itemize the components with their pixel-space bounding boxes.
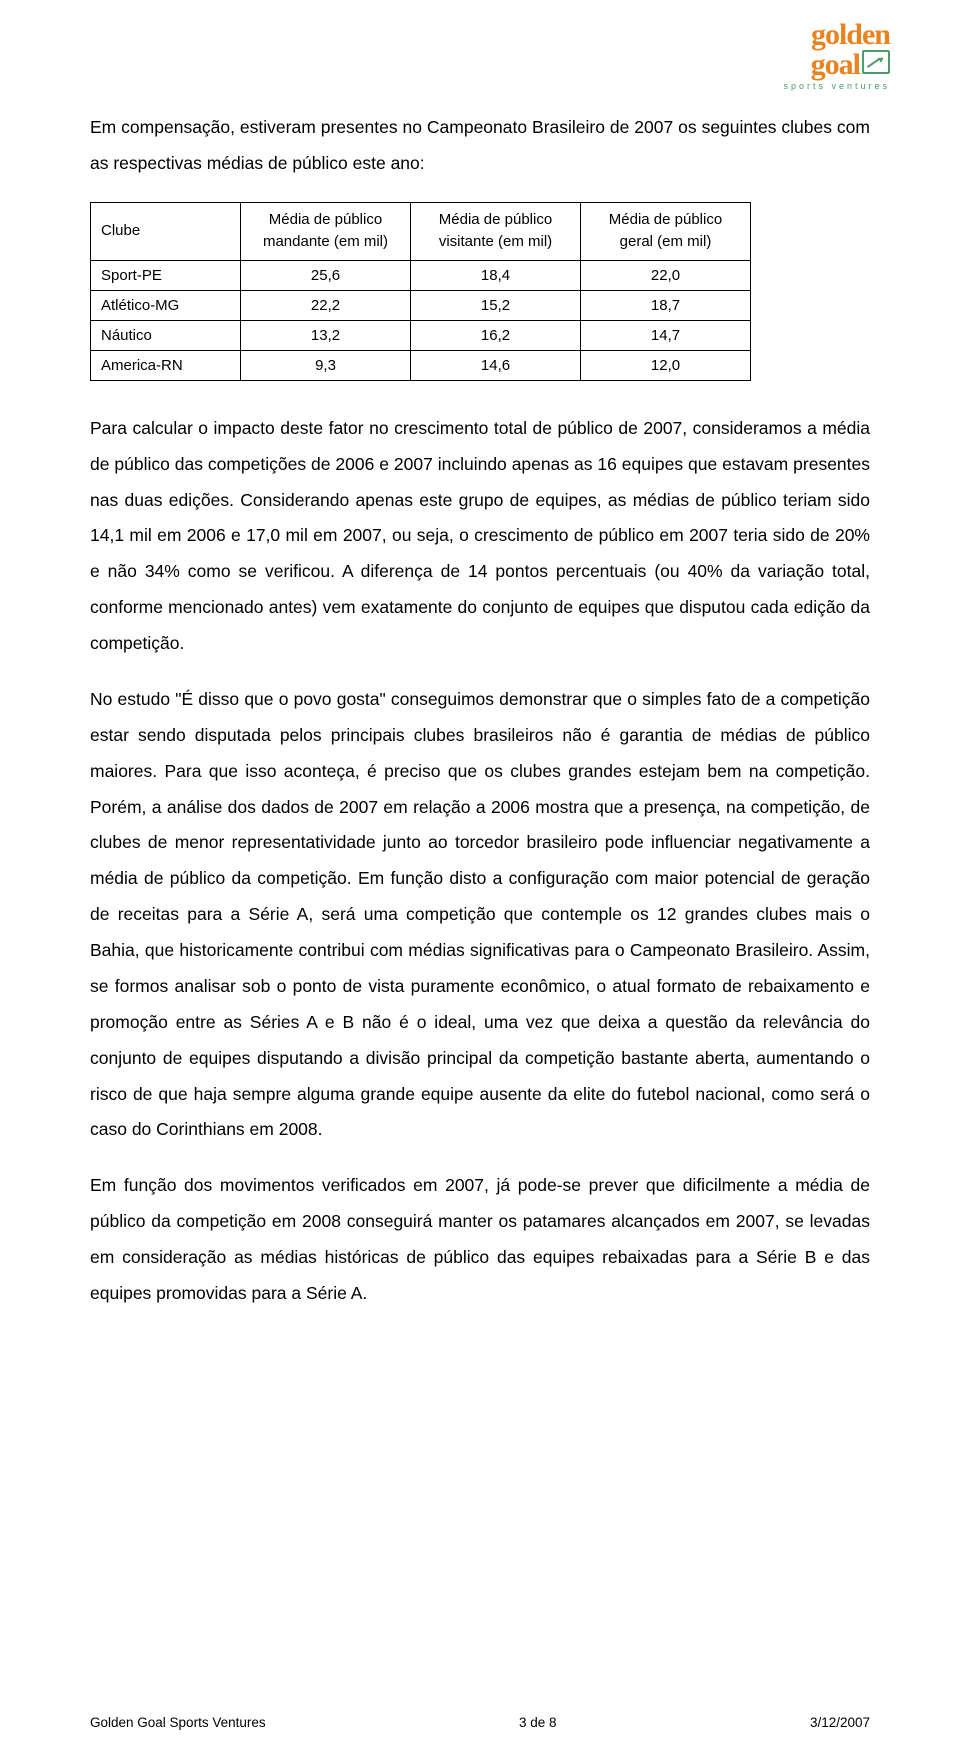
page-footer: Golden Goal Sports Ventures 3 de 8 3/12/…: [90, 1715, 870, 1730]
col-header-club: Clube: [91, 202, 241, 260]
cell-club: Náutico: [91, 320, 241, 350]
table-header-row: Clube Média de público mandante (em mil)…: [91, 202, 751, 260]
cell-visitante: 16,2: [411, 320, 581, 350]
logo-line1: golden: [783, 20, 890, 50]
body-paragraph: Para calcular o impacto deste fator no c…: [90, 411, 870, 662]
brand-logo: golden goal sports ventures: [783, 20, 890, 91]
cell-geral: 14,7: [581, 320, 751, 350]
cell-visitante: 18,4: [411, 260, 581, 290]
footer-center: 3 de 8: [519, 1715, 557, 1730]
cell-club: Atlético-MG: [91, 290, 241, 320]
footer-left: Golden Goal Sports Ventures: [90, 1715, 266, 1730]
cell-visitante: 15,2: [411, 290, 581, 320]
logo-line2: goal: [811, 50, 860, 80]
cell-geral: 18,7: [581, 290, 751, 320]
body-paragraph: No estudo "É disso que o povo gosta" con…: [90, 682, 870, 1148]
cell-geral: 22,0: [581, 260, 751, 290]
cell-mandante: 13,2: [241, 320, 411, 350]
cell-club: Sport-PE: [91, 260, 241, 290]
clubs-table: Clube Média de público mandante (em mil)…: [90, 202, 751, 381]
col-header-mandante-l2: mandante (em mil): [263, 233, 388, 250]
cell-mandante: 25,6: [241, 260, 411, 290]
col-header-visitante-l2: visitante (em mil): [439, 233, 552, 250]
col-header-geral: Média de público geral (em mil): [581, 202, 751, 260]
intro-paragraph: Em compensação, estiveram presentes no C…: [90, 110, 870, 182]
table-body: Sport-PE 25,6 18,4 22,0 Atlético-MG 22,2…: [91, 260, 751, 380]
col-header-mandante: Média de público mandante (em mil): [241, 202, 411, 260]
col-header-visitante-l1: Média de público: [439, 211, 552, 228]
logo-arrow-icon: [862, 50, 890, 74]
table-row: America-RN 9,3 14,6 12,0: [91, 350, 751, 380]
col-header-visitante: Média de público visitante (em mil): [411, 202, 581, 260]
table-row: Náutico 13,2 16,2 14,7: [91, 320, 751, 350]
logo-tagline: sports ventures: [783, 82, 890, 91]
col-header-geral-l1: Média de público: [609, 211, 722, 228]
page-content: Em compensação, estiveram presentes no C…: [0, 0, 960, 1392]
table-row: Sport-PE 25,6 18,4 22,0: [91, 260, 751, 290]
table-row: Atlético-MG 22,2 15,2 18,7: [91, 290, 751, 320]
cell-mandante: 9,3: [241, 350, 411, 380]
col-header-mandante-l1: Média de público: [269, 211, 382, 228]
col-header-geral-l2: geral (em mil): [620, 233, 712, 250]
cell-mandante: 22,2: [241, 290, 411, 320]
body-paragraph: Em função dos movimentos verificados em …: [90, 1168, 870, 1312]
cell-visitante: 14,6: [411, 350, 581, 380]
cell-club: America-RN: [91, 350, 241, 380]
cell-geral: 12,0: [581, 350, 751, 380]
footer-right: 3/12/2007: [810, 1715, 870, 1730]
logo-line2-wrap: goal: [783, 50, 890, 80]
